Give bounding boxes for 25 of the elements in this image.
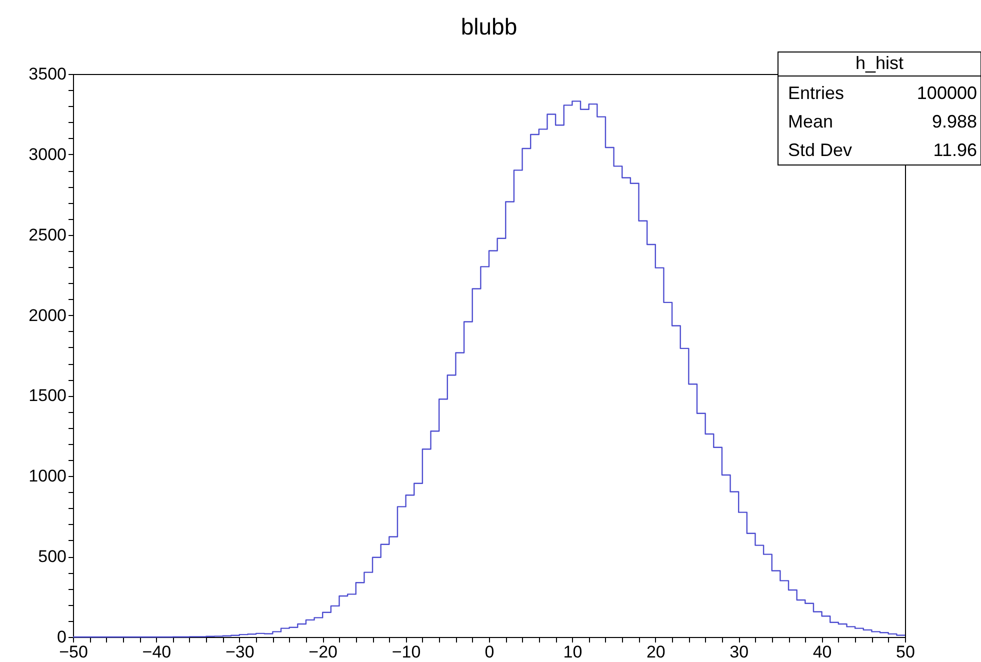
text: 11.96 [933, 140, 977, 160]
x-tick-label: 10 [563, 642, 582, 662]
x-tick-label: 50 [896, 642, 915, 662]
x-tick-label: 40 [812, 642, 832, 662]
y-tick-label: 3000 [28, 144, 66, 164]
x-tick-label: −30 [225, 642, 254, 662]
y-tick-label: 1500 [28, 386, 66, 406]
text: 9.988 [932, 112, 977, 132]
y-tick-label: 2000 [28, 306, 66, 325]
y-tick-label: 1000 [28, 466, 66, 486]
y-tick-label: 2500 [28, 225, 66, 244]
x-tick-label: −10 [392, 642, 421, 662]
text: h_hist [855, 53, 904, 73]
x-tick-label: 0 [484, 642, 494, 662]
annotation: Entries [788, 83, 844, 103]
y-tick-label: 3500 [28, 64, 66, 84]
text: 100000 [916, 83, 977, 103]
x-tick-label: 30 [730, 642, 749, 662]
x-tick-label: −40 [142, 642, 172, 662]
annotation: Std Dev [788, 140, 852, 160]
x-tick-label: 20 [646, 642, 666, 662]
x-tick-label: −20 [308, 642, 338, 662]
y-tick-label: 500 [38, 547, 66, 566]
chart-title: blubb [460, 14, 518, 40]
annotation: Mean [788, 112, 834, 132]
